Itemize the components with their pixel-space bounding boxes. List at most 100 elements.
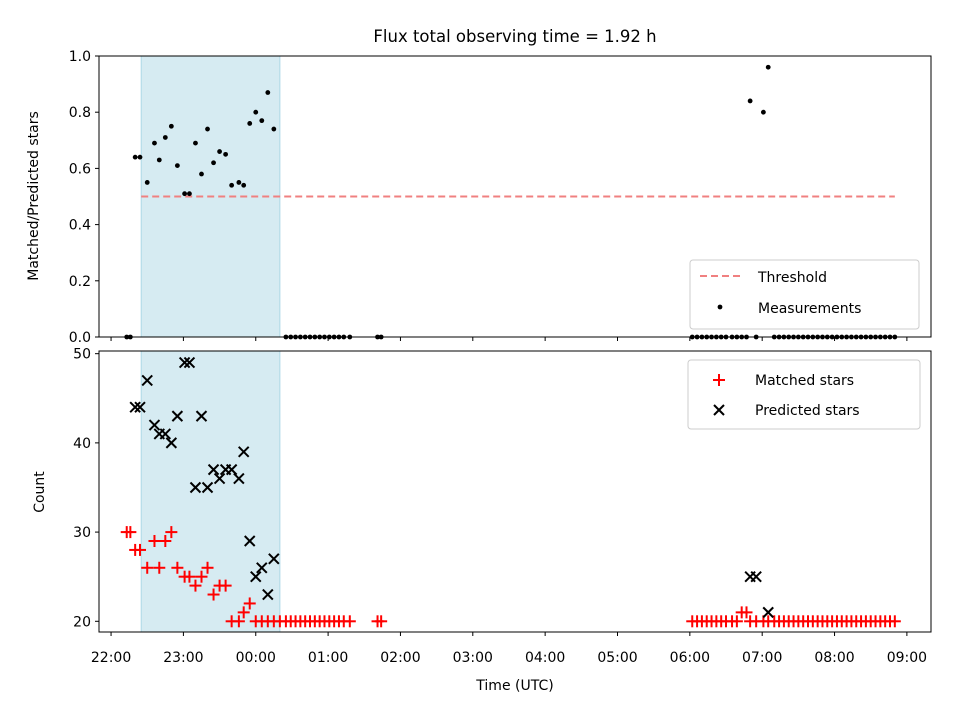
predicted-star-point [178, 356, 191, 369]
matched-star-point [219, 579, 232, 592]
top-y-tick-label: 0.2 [69, 274, 91, 290]
measurement-point [229, 182, 235, 188]
predicted-star-point [256, 562, 268, 574]
predicted-star-point [195, 410, 208, 422]
predicted-star-point [250, 570, 262, 583]
star-count-points [120, 356, 901, 628]
measurement-point [760, 109, 766, 115]
predicted-star-point [171, 410, 184, 422]
matched-star-point [153, 561, 166, 574]
predicted-star-point [207, 463, 220, 476]
measurement-point [211, 160, 216, 166]
measurement-point [187, 191, 192, 197]
x-tick-label: 02:00 [380, 650, 420, 666]
measurement-point [132, 154, 138, 160]
top-legend-box [689, 259, 920, 330]
bottom-x-axis: 22:00 23:00 00:00 01:00 02:00 03:00 04:00 05:00… [91, 632, 927, 666]
matched-star-point [124, 526, 137, 539]
matched-star-point [171, 561, 184, 574]
legend-predicted-label: Predicted stars [755, 403, 860, 419]
matched-star-point [133, 543, 146, 556]
predicted-star-point [148, 419, 161, 431]
predicted-star-point [141, 374, 153, 387]
measurement-point [152, 140, 157, 146]
matched-star-point [237, 606, 250, 619]
matched-star-point [730, 615, 743, 628]
bottom-y-tick-label: 30 [73, 525, 91, 541]
measurement-point [174, 163, 180, 168]
bottom-legend: Matched stars Predicted stars [687, 359, 921, 430]
measurement-point [217, 149, 222, 154]
predicted-star-point [237, 446, 250, 458]
matched-star-point [183, 570, 196, 583]
predicted-star-point [233, 472, 245, 485]
predicted-star-point [244, 535, 256, 547]
top-y-tick-label: 0.8 [69, 105, 91, 121]
matched-star-point [232, 615, 245, 628]
x-tick-label: 00:00 [236, 650, 276, 666]
legend-threshold-label: Threshold [757, 270, 827, 286]
measurement-point [162, 135, 168, 140]
measurement-point [241, 182, 247, 188]
predicted-star-point [262, 588, 274, 601]
x-tick-label: 07:00 [742, 650, 782, 666]
measurement-point [265, 90, 271, 95]
predicted-star-point [268, 553, 280, 565]
legend-measurements-swatch [717, 304, 723, 310]
bottom-y-tick-label: 50 [73, 347, 91, 363]
top-y-tick-label: 1.0 [69, 49, 91, 65]
legend-matched-label: Matched stars [755, 373, 854, 389]
matched-star-point [740, 606, 753, 619]
matched-star-point [888, 615, 901, 628]
bottom-y-axis-label: Count [32, 471, 48, 513]
top-y-tick-label: 0.6 [69, 161, 91, 177]
top-y-axis-label: Matched/Predicted stars [26, 111, 42, 281]
measurement-point [156, 157, 162, 163]
predicted-star-point [129, 401, 141, 413]
measurement-point [193, 140, 198, 146]
legend-matched-swatch [713, 374, 725, 386]
legend-measurements-label: Measurements [758, 301, 861, 317]
measurement-point [205, 126, 210, 132]
chart-title: Flux total observing time = 1.92 h [373, 27, 656, 46]
measurement-point [199, 171, 204, 177]
predicted-star-point [183, 356, 196, 369]
matched-star-point [343, 615, 356, 628]
x-tick-label: 22:00 [91, 650, 131, 666]
bottom-legend-box [687, 359, 921, 430]
predicted-star-point [762, 606, 774, 619]
bottom-plot-frame [98, 350, 932, 633]
measurement-point [182, 191, 188, 197]
measurement-point [747, 98, 753, 104]
x-tick-label: 04:00 [525, 650, 565, 666]
x-tick-label: 08:00 [814, 650, 854, 666]
measurement-point [247, 121, 253, 126]
matched-star-point [141, 561, 154, 574]
matched-star-point [375, 615, 388, 628]
predicted-star-point [159, 428, 172, 440]
predicted-star-point [134, 401, 146, 413]
predicted-star-point [213, 472, 226, 485]
top-x-ticks [110, 337, 908, 341]
top-legend: Threshold Measurements [689, 259, 920, 330]
measurement-points [124, 64, 898, 340]
matched-star-point [165, 526, 178, 539]
x-tick-label: 09:00 [887, 650, 927, 666]
legend-predicted-swatch [713, 404, 725, 416]
bottom-panel: 20 30 40 50 22:00 23:00 00:00 01:00 02:00 03:00 0… [32, 347, 932, 694]
predicted-star-point [750, 570, 762, 583]
x-tick-label: 01:00 [308, 650, 348, 666]
measurement-point [259, 118, 265, 124]
predicted-star-point [189, 481, 202, 494]
matched-star-point [201, 561, 214, 574]
measurement-point [236, 180, 242, 185]
measurement-point [137, 154, 143, 160]
measurement-point [765, 64, 771, 70]
matched-star-point [159, 535, 172, 548]
x-tick-label: 23:00 [163, 650, 203, 666]
measurement-point [271, 126, 277, 132]
top-plot-frame [98, 55, 932, 338]
top-y-axis: 0.0 0.2 0.4 0.6 0.8 1.0 [69, 49, 99, 346]
matched-star-point [243, 597, 256, 610]
